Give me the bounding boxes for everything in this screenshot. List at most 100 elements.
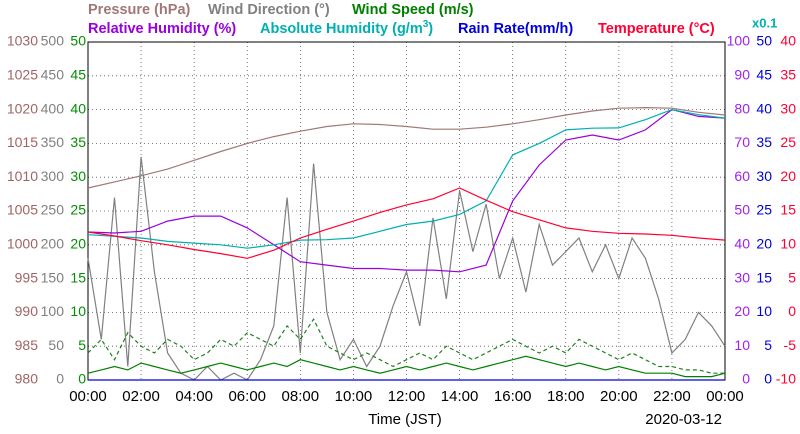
y-tick-label: 25 (756, 202, 772, 218)
y-tick-label: 1025 (7, 67, 38, 83)
legend-text: ) (428, 21, 433, 37)
y-tick-label: 30 (70, 168, 86, 184)
y-tick-label: 300 (41, 168, 65, 184)
y-tick-label: 150 (41, 269, 65, 285)
series-line (87, 106, 726, 189)
y-tick-label: 1005 (7, 202, 38, 218)
y-tick-label: 25 (780, 134, 796, 150)
series-line (87, 108, 726, 273)
y-tick-label: 20 (734, 303, 750, 319)
y-tick-label: 980 (15, 371, 39, 387)
scale-note: x0.1 (752, 15, 777, 30)
y-tick-label: 400 (41, 100, 65, 116)
y-tick-label: 30 (756, 168, 772, 184)
legend-entry: Pressure (hPa) (88, 2, 191, 18)
legend-entry: Wind Speed (m/s) (352, 2, 474, 18)
legend-entry: Rain Rate(mm/h) (458, 21, 573, 37)
y-tick-label: 5 (764, 337, 772, 353)
x-tick-label: 22:00 (653, 388, 691, 405)
legend-entry: Relative Humidity (%) (88, 21, 236, 37)
legend-entry: Absolute Humidity (g/m3) (260, 19, 433, 37)
series-line (87, 317, 725, 374)
x-tick-label: 16:00 (494, 388, 532, 405)
y-tick-label: 5 (788, 269, 796, 285)
y-tick-label: 100 (727, 33, 751, 49)
x-tick-label: 02:00 (122, 388, 160, 405)
y-tick-label: 20 (70, 236, 86, 252)
y-tick-label: 1010 (7, 168, 38, 184)
legend-text: Temperature (°C) (598, 21, 715, 37)
x-tick-label: 06:00 (228, 388, 266, 405)
y-tick-label: 500 (41, 33, 65, 49)
y-tick-label: 70 (734, 134, 750, 150)
y-tick-label: 20 (780, 168, 796, 184)
x-tick-label: 04:00 (175, 388, 213, 405)
legend-text: Wind Direction (°) (208, 2, 330, 18)
y-tick-label: 35 (780, 67, 796, 83)
y-tick-label: 50 (70, 33, 86, 49)
y-tick-label: 10 (756, 303, 772, 319)
series-line (87, 355, 726, 378)
legend-text: Absolute Humidity (g/m (260, 21, 423, 37)
y-tick-label: 40 (734, 236, 750, 252)
y-tick-label: 10 (70, 303, 86, 319)
series-line (87, 187, 726, 259)
y-tick-label: 30 (734, 269, 750, 285)
y-tick-label: -10 (776, 371, 796, 387)
y-tick-label: 0 (742, 371, 750, 387)
x-tick-label: 20:00 (600, 388, 638, 405)
y-tick-label: 20 (756, 236, 772, 252)
legend-text: Rain Rate(mm/h) (458, 21, 573, 37)
y-tick-label: 0 (788, 303, 796, 319)
x-tick-label: 18:00 (547, 388, 585, 405)
x-tick-label: 08:00 (282, 388, 320, 405)
y-tick-label: 450 (41, 67, 65, 83)
y-tick-label: 0 (764, 371, 772, 387)
y-tick-label: 40 (780, 33, 796, 49)
y-tick-label: 80 (734, 100, 750, 116)
y-tick-label: 1020 (7, 100, 38, 116)
legend-text: Relative Humidity (%) (88, 21, 236, 37)
date-label: 2020-03-12 (645, 411, 722, 428)
y-tick-label: 1000 (7, 236, 38, 252)
y-tick-label: 990 (15, 303, 39, 319)
y-tick-label: 10 (734, 337, 750, 353)
y-tick-label: 30 (780, 100, 796, 116)
y-tick-label: 50 (734, 202, 750, 218)
y-tick-label: 15 (70, 269, 86, 285)
legend-entry: Wind Direction (°) (208, 2, 330, 18)
y-tick-label: 10 (780, 236, 796, 252)
y-tick-label: 35 (70, 134, 86, 150)
x-tick-label: 00:00 (706, 388, 744, 405)
y-tick-label: 90 (734, 67, 750, 83)
y-tick-label: 35 (756, 134, 772, 150)
y-tick-label: -5 (784, 337, 797, 353)
y-tick-label: 1015 (7, 134, 38, 150)
y-tick-label: 40 (756, 100, 772, 116)
y-tick-label: 5 (78, 337, 86, 353)
y-tick-label: 1030 (7, 33, 38, 49)
y-tick-label: 45 (756, 67, 772, 83)
y-tick-label: 45 (70, 67, 86, 83)
legend-text: Wind Speed (m/s) (352, 2, 474, 18)
x-tick-label: 00:00 (69, 388, 107, 405)
legend-superscript: 3 (423, 19, 429, 30)
y-tick-label: 15 (780, 202, 796, 218)
x-tick-label: 12:00 (388, 388, 426, 405)
y-tick-label: 995 (15, 269, 39, 285)
y-tick-label: 25 (70, 202, 86, 218)
series-line (87, 108, 726, 249)
y-tick-label: 350 (41, 134, 65, 150)
x-tick-label: 14:00 (441, 388, 479, 405)
y-tick-label: 100 (41, 303, 65, 319)
y-tick-label: 985 (15, 337, 39, 353)
y-tick-label: 15 (756, 269, 772, 285)
y-tick-label: 40 (70, 100, 86, 116)
legend-entry: Temperature (°C) (598, 21, 715, 37)
legend-text: Pressure (hPa) (88, 2, 191, 18)
y-tick-label: 50 (756, 33, 772, 49)
x-axis-label: Time (JST) (368, 411, 442, 428)
x-tick-label: 10:00 (335, 388, 373, 405)
y-tick-label: 50 (48, 337, 64, 353)
